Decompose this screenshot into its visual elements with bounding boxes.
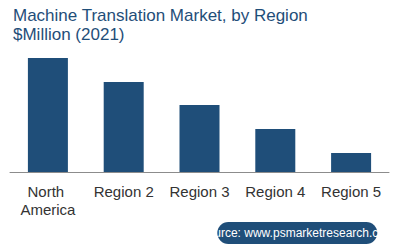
svg-text:North: North [27,183,68,200]
svg-text:Region 3: Region 3 [169,183,229,200]
svg-text:Region 2: Region 2 [94,183,154,200]
svg-text:Region 4: Region 4 [245,183,305,200]
svg-text:Source: www.psmarketresearch.c: Source: www.psmarketresearch.com [200,226,395,240]
svg-text:Machine Translation Market, by: Machine Translation Market, by Region [13,6,308,25]
svg-text:America: America [20,201,76,218]
svg-text:$Million (2021): $Million (2021) [13,25,125,44]
svg-text:Region 5: Region 5 [321,183,381,200]
